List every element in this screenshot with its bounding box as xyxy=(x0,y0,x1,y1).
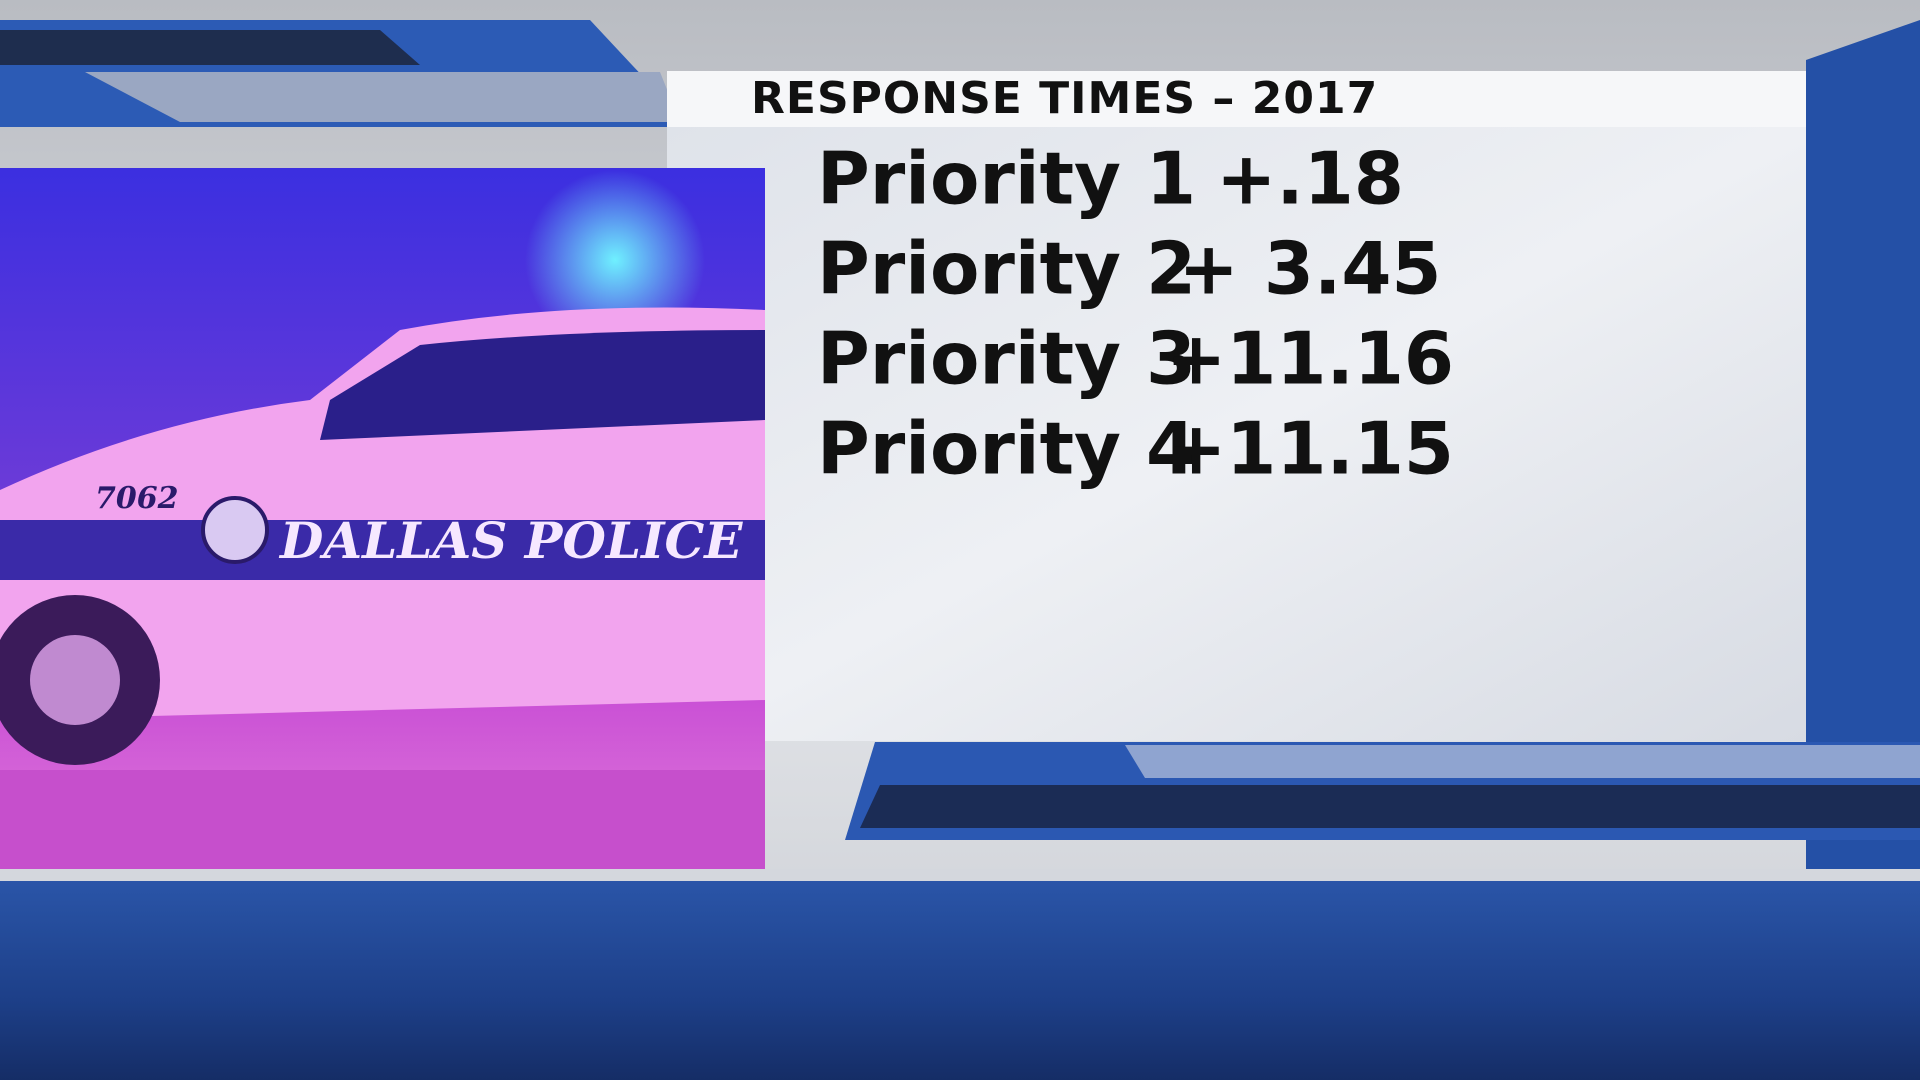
lower-bar-light xyxy=(1125,745,1920,778)
top-bar-light xyxy=(85,72,680,122)
priority-label: Priority 3 xyxy=(817,317,1196,401)
content-panel xyxy=(667,127,1806,741)
priority-value: +11.15 xyxy=(1166,407,1454,491)
bottom-band xyxy=(0,881,1920,1080)
divider xyxy=(0,869,1920,881)
road xyxy=(0,770,765,869)
car-text: DALLAS POLICE xyxy=(278,511,743,570)
priority-value: +.18 xyxy=(1216,137,1404,221)
car-stripe xyxy=(0,520,765,580)
top-bar-dark xyxy=(0,30,420,65)
car-badge xyxy=(201,496,269,564)
right-column xyxy=(1806,20,1920,880)
lower-bar-dark xyxy=(860,785,1920,828)
title-bar xyxy=(667,71,1806,127)
priority-label: Priority 2 xyxy=(817,227,1196,311)
title: RESPONSE TIMES – 2017 xyxy=(751,73,1378,124)
priority-value: + 3.45 xyxy=(1178,227,1441,311)
priority-label: Priority 1 xyxy=(817,137,1196,221)
photo: 7062 DALLAS POLICE xyxy=(0,168,765,869)
light-glow xyxy=(525,170,705,350)
car-window xyxy=(320,330,765,440)
priority-value: +11.16 xyxy=(1166,317,1454,401)
priority-label: Priority 4 xyxy=(817,407,1196,491)
car-number: 7062 xyxy=(95,481,179,516)
car-hub xyxy=(30,635,120,725)
